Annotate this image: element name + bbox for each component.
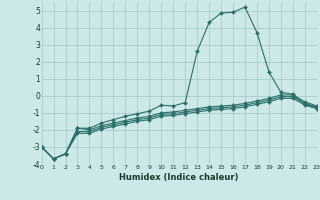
X-axis label: Humidex (Indice chaleur): Humidex (Indice chaleur) — [119, 173, 239, 182]
